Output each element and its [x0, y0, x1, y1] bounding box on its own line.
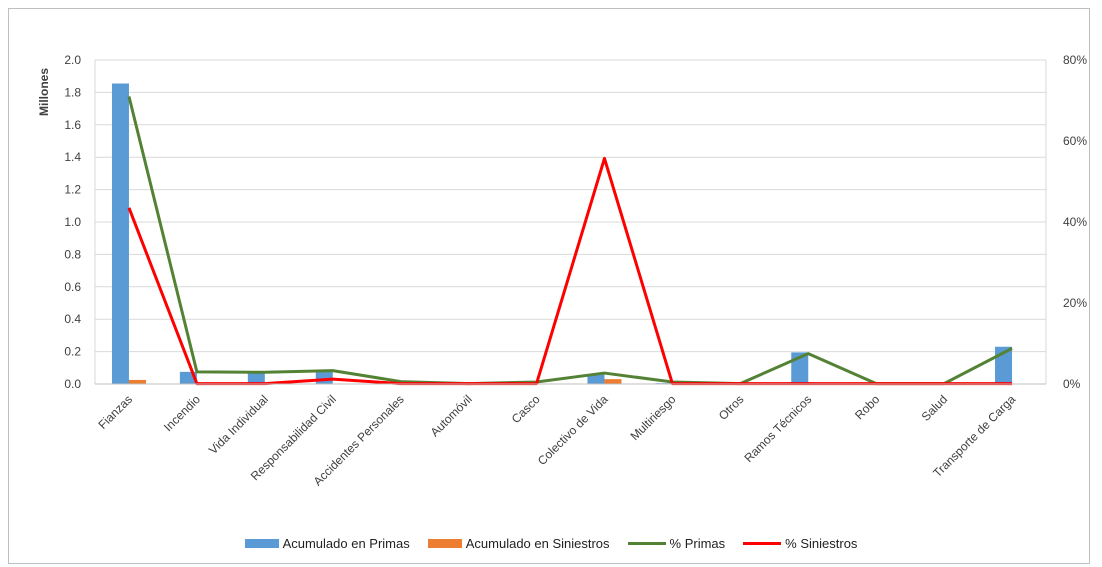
legend-swatch-siniestros: [427, 539, 462, 548]
legend-item-primas: Acumulado en Primas: [244, 536, 410, 551]
legend-label-pct-siniestros: % Siniestros: [785, 536, 858, 551]
y-left-tick-label: 0.6: [64, 280, 81, 294]
x-tick-label: Multiriesgo: [628, 392, 679, 443]
y-right-tick-label: 60%: [1063, 134, 1087, 148]
y-right-tick-label: 20%: [1063, 296, 1087, 310]
y-left-tick-label: 1.4: [64, 150, 81, 164]
y-axis-title: Millones: [37, 68, 51, 116]
axes: 0.0 0.2 0.4 0.6 0.8 1.0 1.2 1.4 1.6 1.8 2.0 0% 20% 40…: [64, 53, 1087, 488]
bar-acumulado-en-primas: [587, 374, 605, 384]
legend-swatch-pct-siniestros: [743, 542, 782, 545]
legend-label-pct-primas: % Primas: [669, 536, 726, 551]
x-tick-label: Otros: [716, 392, 747, 423]
legend-item-siniestros: Acumulado en Siniestros: [427, 536, 610, 551]
gridlines: [95, 59, 1046, 385]
y-left-tick-label: 1.2: [64, 183, 81, 197]
x-tick-label: Ramos Técnicos: [741, 392, 814, 465]
x-tick-label: Vida Individual: [206, 392, 271, 457]
bar-acumulado-en-siniestros: [128, 379, 146, 384]
legend: Acumulado en Primas Acumulado en Siniest…: [0, 536, 1102, 551]
x-tick-label: Casco: [509, 392, 543, 426]
y-left-tick-label: 1.6: [64, 118, 81, 132]
y-left-tick-label: 0.0: [64, 377, 81, 391]
bar-acumulado-en-siniestros: [604, 379, 622, 384]
legend-label-siniestros: Acumulado en Siniestros: [465, 536, 610, 551]
x-tick-label: Incendio: [161, 392, 203, 434]
x-tick-label: Automóvil: [428, 392, 475, 439]
y-left-tick-label: 2.0: [64, 53, 81, 67]
y-left-tick-label: 0.8: [64, 247, 81, 261]
legend-swatch-primas: [244, 539, 279, 548]
chart-frame: [8, 8, 1090, 564]
x-tick-label: Colectivo de Vida: [535, 392, 611, 468]
legend-item-pct-siniestros: % Siniestros: [743, 536, 857, 551]
line-pct-primas: [127, 96, 1013, 386]
x-tick-label: Fianzas: [95, 392, 135, 432]
y-left-tick-label: 1.0: [64, 215, 81, 229]
y-left-tick-label: 1.8: [64, 85, 81, 99]
x-tick-label: Robo: [852, 392, 882, 422]
lines: [127, 96, 1013, 386]
legend-swatch-pct-primas: [627, 542, 666, 545]
legend-label-primas: Acumulado en Primas: [282, 536, 410, 551]
bar-acumulado-en-primas: [247, 371, 265, 384]
x-tick-label: Salud: [919, 392, 951, 424]
y-right-tick-label: 80%: [1063, 53, 1087, 67]
bars: [111, 83, 1013, 385]
y-right-tick-label: 0%: [1063, 377, 1081, 391]
bar-acumulado-en-primas: [111, 83, 129, 385]
legend-item-pct-primas: % Primas: [627, 536, 726, 551]
line-pct-siniestros: [127, 156, 1013, 386]
y-left-tick-label: 0.4: [64, 312, 81, 326]
y-left-tick-label: 0.2: [64, 345, 81, 359]
y-right-tick-label: 40%: [1063, 215, 1087, 229]
